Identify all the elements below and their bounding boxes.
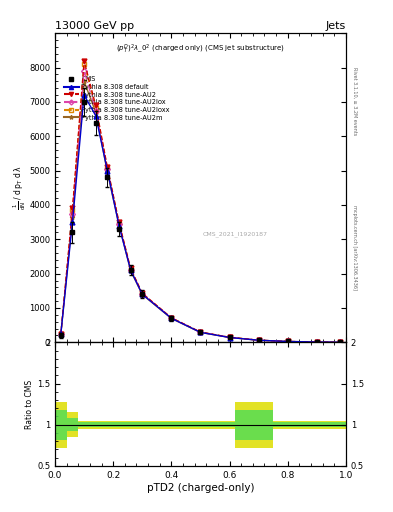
Pythia 8.308 tune-AU2m (169, 315, 174, 322)
Pythia 8.308 tune-AU2m (117, 222, 121, 228)
Pythia 8.308 tune-AU2loxx (70, 207, 75, 213)
Pythia 8.308 tune-AU2m (227, 334, 232, 340)
Pythia 8.308 tune-AU2lox (59, 331, 63, 337)
Pythia 8.308 tune-AU2lox (256, 337, 261, 343)
Pythia 8.308 tune-AU2lox (117, 221, 121, 227)
Line: Pythia 8.308 default: Pythia 8.308 default (59, 93, 342, 345)
Pythia 8.308 tune-AU2lox (105, 166, 110, 172)
Line: Pythia 8.308 tune-AU2: Pythia 8.308 tune-AU2 (59, 58, 342, 345)
Pythia 8.308 tune-AU2loxx (256, 337, 261, 343)
Pythia 8.308 tune-AU2 (105, 164, 110, 170)
Pythia 8.308 default (256, 337, 261, 344)
Pythia 8.308 tune-AU2loxx (227, 334, 232, 340)
Pythia 8.308 tune-AU2loxx (128, 266, 133, 272)
Pythia 8.308 default (128, 267, 133, 273)
Pythia 8.308 tune-AU2loxx (140, 290, 145, 296)
Pythia 8.308 tune-AU2 (70, 205, 75, 211)
Pythia 8.308 tune-AU2lox (338, 339, 342, 345)
Line: Pythia 8.308 tune-AU2lox: Pythia 8.308 tune-AU2lox (59, 69, 342, 344)
Text: 13000 GeV pp: 13000 GeV pp (55, 21, 134, 31)
Pythia 8.308 tune-AU2loxx (117, 220, 121, 226)
Pythia 8.308 tune-AU2loxx (105, 165, 110, 171)
Pythia 8.308 default (338, 339, 342, 345)
Pythia 8.308 tune-AU2 (169, 315, 174, 321)
Pythia 8.308 tune-AU2lox (314, 339, 319, 345)
Pythia 8.308 tune-AU2lox (82, 68, 86, 74)
Pythia 8.308 tune-AU2m (256, 337, 261, 344)
Pythia 8.308 tune-AU2loxx (285, 338, 290, 345)
Pythia 8.308 tune-AU2lox (169, 315, 174, 321)
Pythia 8.308 tune-AU2 (117, 219, 121, 225)
Pythia 8.308 tune-AU2m (82, 78, 86, 84)
X-axis label: pTD2 (charged-only): pTD2 (charged-only) (147, 482, 254, 493)
Text: $(p_T^D)^2\lambda\_0^2$ (charged only) (CMS jet substructure): $(p_T^D)^2\lambda\_0^2$ (charged only) (… (116, 42, 285, 56)
Pythia 8.308 tune-AU2lox (140, 291, 145, 297)
Legend: CMS, Pythia 8.308 default, Pythia 8.308 tune-AU2, Pythia 8.308 tune-AU2lox, Pyth: CMS, Pythia 8.308 default, Pythia 8.308 … (61, 74, 173, 123)
Pythia 8.308 tune-AU2 (128, 265, 133, 271)
Pythia 8.308 tune-AU2m (140, 291, 145, 297)
Pythia 8.308 tune-AU2 (285, 338, 290, 345)
Pythia 8.308 tune-AU2 (256, 337, 261, 343)
Pythia 8.308 tune-AU2 (338, 339, 342, 345)
Pythia 8.308 default (94, 113, 98, 119)
Pythia 8.308 tune-AU2lox (94, 108, 98, 114)
Pythia 8.308 default (70, 219, 75, 225)
Pythia 8.308 default (314, 339, 319, 345)
Pythia 8.308 tune-AU2m (128, 267, 133, 273)
Pythia 8.308 tune-AU2lox (227, 334, 232, 340)
Text: CMS_2021_I1920187: CMS_2021_I1920187 (203, 231, 268, 237)
Pythia 8.308 tune-AU2 (227, 334, 232, 340)
Pythia 8.308 default (169, 315, 174, 322)
Pythia 8.308 tune-AU2 (94, 102, 98, 109)
Pythia 8.308 default (285, 338, 290, 345)
Pythia 8.308 tune-AU2loxx (59, 331, 63, 337)
Pythia 8.308 default (140, 291, 145, 297)
Pythia 8.308 tune-AU2loxx (169, 315, 174, 321)
Pythia 8.308 default (117, 223, 121, 229)
Pythia 8.308 tune-AU2lox (198, 329, 203, 335)
Pythia 8.308 default (82, 92, 86, 98)
Text: Rivet 3.1.10, ≥ 3.2M events: Rivet 3.1.10, ≥ 3.2M events (352, 67, 357, 135)
Pythia 8.308 tune-AU2lox (285, 338, 290, 345)
Pythia 8.308 tune-AU2loxx (94, 105, 98, 111)
Pythia 8.308 tune-AU2m (198, 329, 203, 335)
Pythia 8.308 tune-AU2m (338, 339, 342, 345)
Pythia 8.308 tune-AU2loxx (198, 329, 203, 335)
Pythia 8.308 tune-AU2 (59, 331, 63, 337)
Pythia 8.308 default (59, 331, 63, 337)
Pythia 8.308 tune-AU2m (105, 169, 110, 176)
Pythia 8.308 tune-AU2 (314, 339, 319, 345)
Text: Jets: Jets (325, 21, 346, 31)
Pythia 8.308 tune-AU2m (94, 109, 98, 115)
Pythia 8.308 tune-AU2 (140, 290, 145, 296)
Pythia 8.308 tune-AU2loxx (82, 61, 86, 67)
Pythia 8.308 default (227, 334, 232, 340)
Pythia 8.308 tune-AU2loxx (338, 339, 342, 345)
Pythia 8.308 tune-AU2 (82, 58, 86, 64)
Pythia 8.308 default (198, 329, 203, 335)
Y-axis label: Ratio to CMS: Ratio to CMS (25, 379, 34, 429)
Pythia 8.308 tune-AU2loxx (314, 339, 319, 345)
Pythia 8.308 tune-AU2m (59, 331, 63, 337)
Pythia 8.308 default (105, 167, 110, 174)
Pythia 8.308 tune-AU2lox (128, 266, 133, 272)
Pythia 8.308 tune-AU2m (70, 214, 75, 220)
Y-axis label: $\mathregular{\frac{1}{\mathrm{d}N}}$ $\mathregular{/}$ $\mathregular{\mathrm{d}: $\mathregular{\frac{1}{\mathrm{d}N}}$ $\… (11, 165, 28, 210)
Line: Pythia 8.308 tune-AU2loxx: Pythia 8.308 tune-AU2loxx (59, 62, 342, 344)
Pythia 8.308 tune-AU2lox (70, 210, 75, 217)
Text: mcplots.cern.ch [arXiv:1306.3436]: mcplots.cern.ch [arXiv:1306.3436] (352, 205, 357, 290)
Pythia 8.308 tune-AU2 (198, 329, 203, 335)
Pythia 8.308 tune-AU2m (285, 338, 290, 345)
Line: Pythia 8.308 tune-AU2m: Pythia 8.308 tune-AU2m (59, 79, 342, 345)
Pythia 8.308 tune-AU2m (314, 339, 319, 345)
